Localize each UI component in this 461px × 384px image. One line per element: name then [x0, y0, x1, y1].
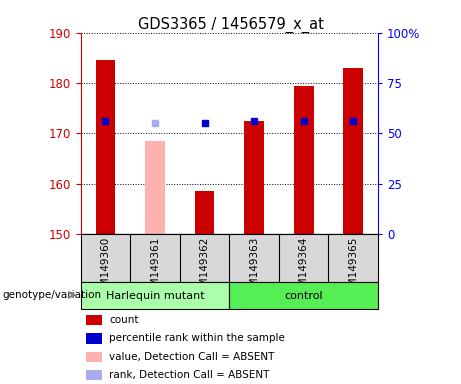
Text: percentile rank within the sample: percentile rank within the sample	[109, 333, 285, 343]
Bar	[195, 191, 214, 234]
Bar	[343, 68, 363, 234]
Bar	[244, 121, 264, 234]
Bar	[86, 351, 102, 362]
Bar	[229, 282, 378, 309]
Text: GSM149360: GSM149360	[100, 237, 111, 300]
Text: GSM149365: GSM149365	[348, 237, 358, 300]
Text: GDS3365 / 1456579_x_at: GDS3365 / 1456579_x_at	[137, 17, 324, 33]
Bar	[294, 86, 313, 234]
Text: GSM149364: GSM149364	[299, 237, 309, 300]
Text: genotype/variation: genotype/variation	[2, 290, 101, 300]
Bar	[86, 333, 102, 344]
Bar	[95, 60, 115, 234]
Text: GSM149361: GSM149361	[150, 237, 160, 300]
Text: Harlequin mutant: Harlequin mutant	[106, 291, 204, 301]
Text: control: control	[284, 291, 323, 301]
Bar	[86, 370, 102, 380]
Text: GSM149362: GSM149362	[200, 237, 210, 300]
Text: value, Detection Call = ABSENT: value, Detection Call = ABSENT	[109, 352, 274, 362]
Bar	[81, 282, 230, 309]
Text: count: count	[109, 315, 138, 325]
Bar	[86, 315, 102, 325]
Text: GSM149363: GSM149363	[249, 237, 259, 300]
Bar	[145, 141, 165, 234]
Text: rank, Detection Call = ABSENT: rank, Detection Call = ABSENT	[109, 370, 269, 380]
